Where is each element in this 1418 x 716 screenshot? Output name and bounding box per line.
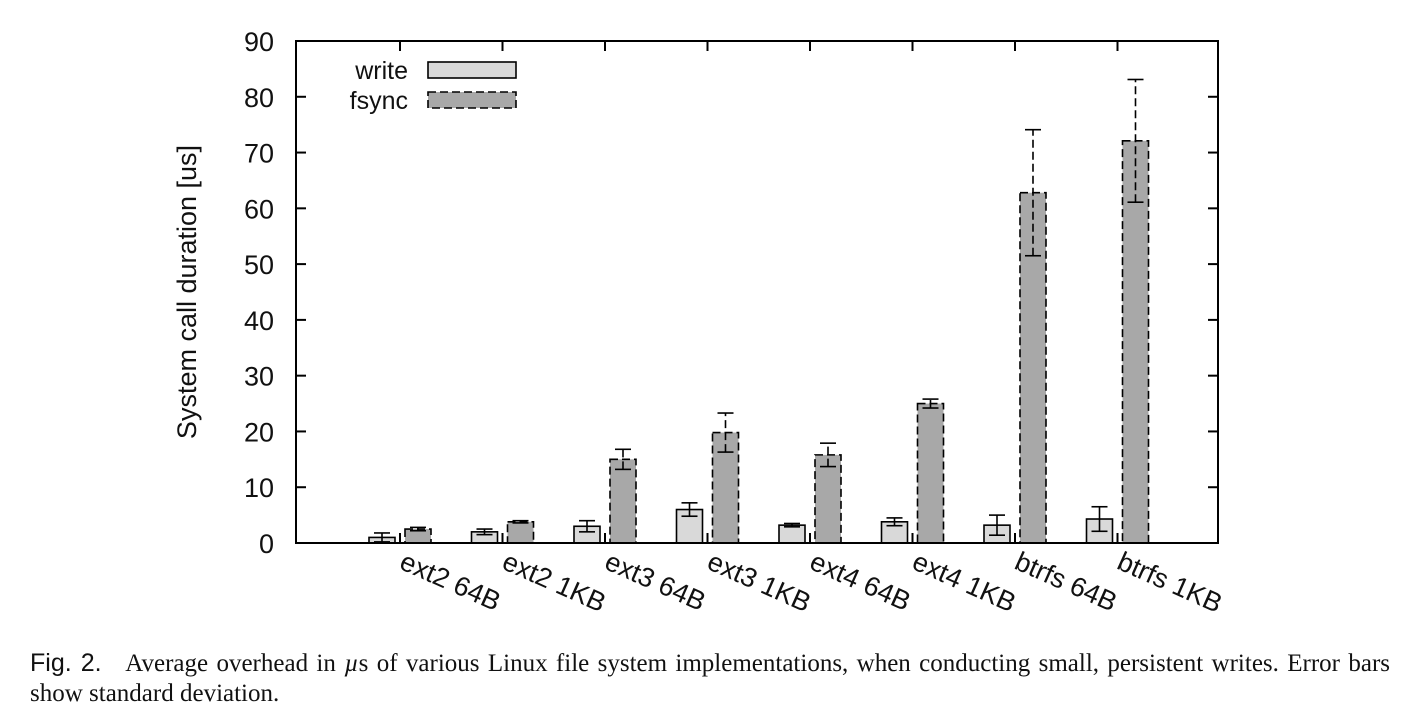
x-tick-label: ext2 1KB xyxy=(498,546,610,618)
y-tick-label: 50 xyxy=(244,250,274,280)
x-tick-label: ext3 64B xyxy=(601,546,711,617)
y-tick-label: 80 xyxy=(244,83,274,113)
figure-caption: Fig. 2. Average overhead in µs of variou… xyxy=(30,648,1390,709)
x-tick-label: btrfs 1KB xyxy=(1113,546,1227,619)
y-axis-ticks: 0 10 20 30 40 50 60 70 80 90 xyxy=(244,27,1218,559)
y-tick-label: 30 xyxy=(244,362,274,392)
y-tick-label: 40 xyxy=(244,306,274,336)
write-bar xyxy=(778,524,806,544)
y-tick-label: 10 xyxy=(244,473,274,503)
x-tick-label: ext3 1KB xyxy=(703,546,815,618)
y-tick-label: 20 xyxy=(244,417,274,447)
caption-text-end: s of various Linux file system implement… xyxy=(30,650,1390,707)
fsync-bar xyxy=(1019,191,1047,544)
x-tick-label: btrfs 64B xyxy=(1011,546,1122,617)
fsync-bar xyxy=(506,521,535,544)
legend-swatch-write xyxy=(427,61,517,79)
x-tick-label: ext2 64B xyxy=(396,546,506,617)
fsync-bar xyxy=(609,458,637,544)
y-tick-label: 0 xyxy=(259,529,274,559)
legend-label-write: write xyxy=(354,57,408,85)
y-tick-label: 70 xyxy=(244,139,274,169)
caption-mu: µ xyxy=(344,650,359,677)
legend-label-fsync: fsync xyxy=(350,87,408,115)
caption-text-start: Average overhead in xyxy=(125,650,345,677)
plot-frame xyxy=(295,40,1219,544)
x-tick-label: ext4 64B xyxy=(806,546,916,617)
y-tick-label: 60 xyxy=(244,194,274,224)
figure-label: Fig. 2. xyxy=(30,649,102,677)
legend-swatch-fsync xyxy=(427,91,517,109)
fsync-bar xyxy=(916,402,945,544)
fsync-bar xyxy=(814,454,842,544)
y-tick-label: 90 xyxy=(244,27,274,57)
y-axis-label: System call duration [us] xyxy=(172,145,202,439)
x-tick-label: ext4 1KB xyxy=(908,546,1020,618)
